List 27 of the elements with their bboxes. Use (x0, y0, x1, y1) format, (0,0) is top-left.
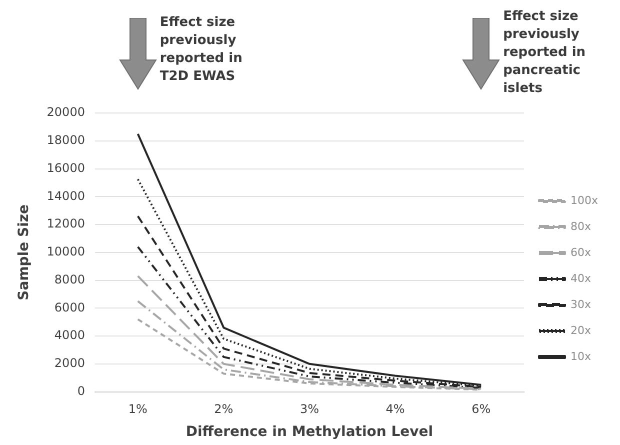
y-tick-label: 10000 (46, 244, 85, 259)
y-tick-label: 6000 (54, 300, 85, 314)
text: Effect size previously reported in T2D EWAS (160, 14, 244, 86)
legend-label: 100x (570, 194, 598, 207)
legend-label: 40x (570, 272, 592, 285)
legend-label: 60x (570, 246, 592, 259)
legend-label: 80x (570, 220, 592, 233)
legend-label: 20x (570, 324, 592, 337)
y-tick-label: 2000 (54, 356, 85, 370)
legend-label: 10x (570, 350, 592, 363)
x-tick-label: 6% (472, 402, 491, 416)
y-tick-label: 0 (77, 384, 85, 398)
x-axis-title: Difference in Methylation Level (186, 424, 434, 440)
y-tick-label: 16000 (46, 160, 85, 175)
x-tick-label: 4% (386, 402, 405, 416)
y-tick-label: 4000 (54, 328, 85, 342)
y-tick-label: 18000 (46, 133, 85, 148)
y-tick-label: 14000 (46, 188, 85, 203)
y-axis-title: Sample Size (16, 204, 32, 300)
x-tick-label: 2% (214, 402, 234, 416)
y-tick-label: 12000 (46, 216, 85, 231)
text: Effect size previously reported in pancreatic islets (503, 8, 587, 98)
legend-label: 30x (570, 298, 592, 311)
x-tick-label: 3% (300, 402, 320, 416)
x-tick-label: 1% (128, 402, 148, 416)
y-tick-label: 20000 (46, 105, 85, 120)
y-tick-label: 8000 (54, 272, 85, 286)
